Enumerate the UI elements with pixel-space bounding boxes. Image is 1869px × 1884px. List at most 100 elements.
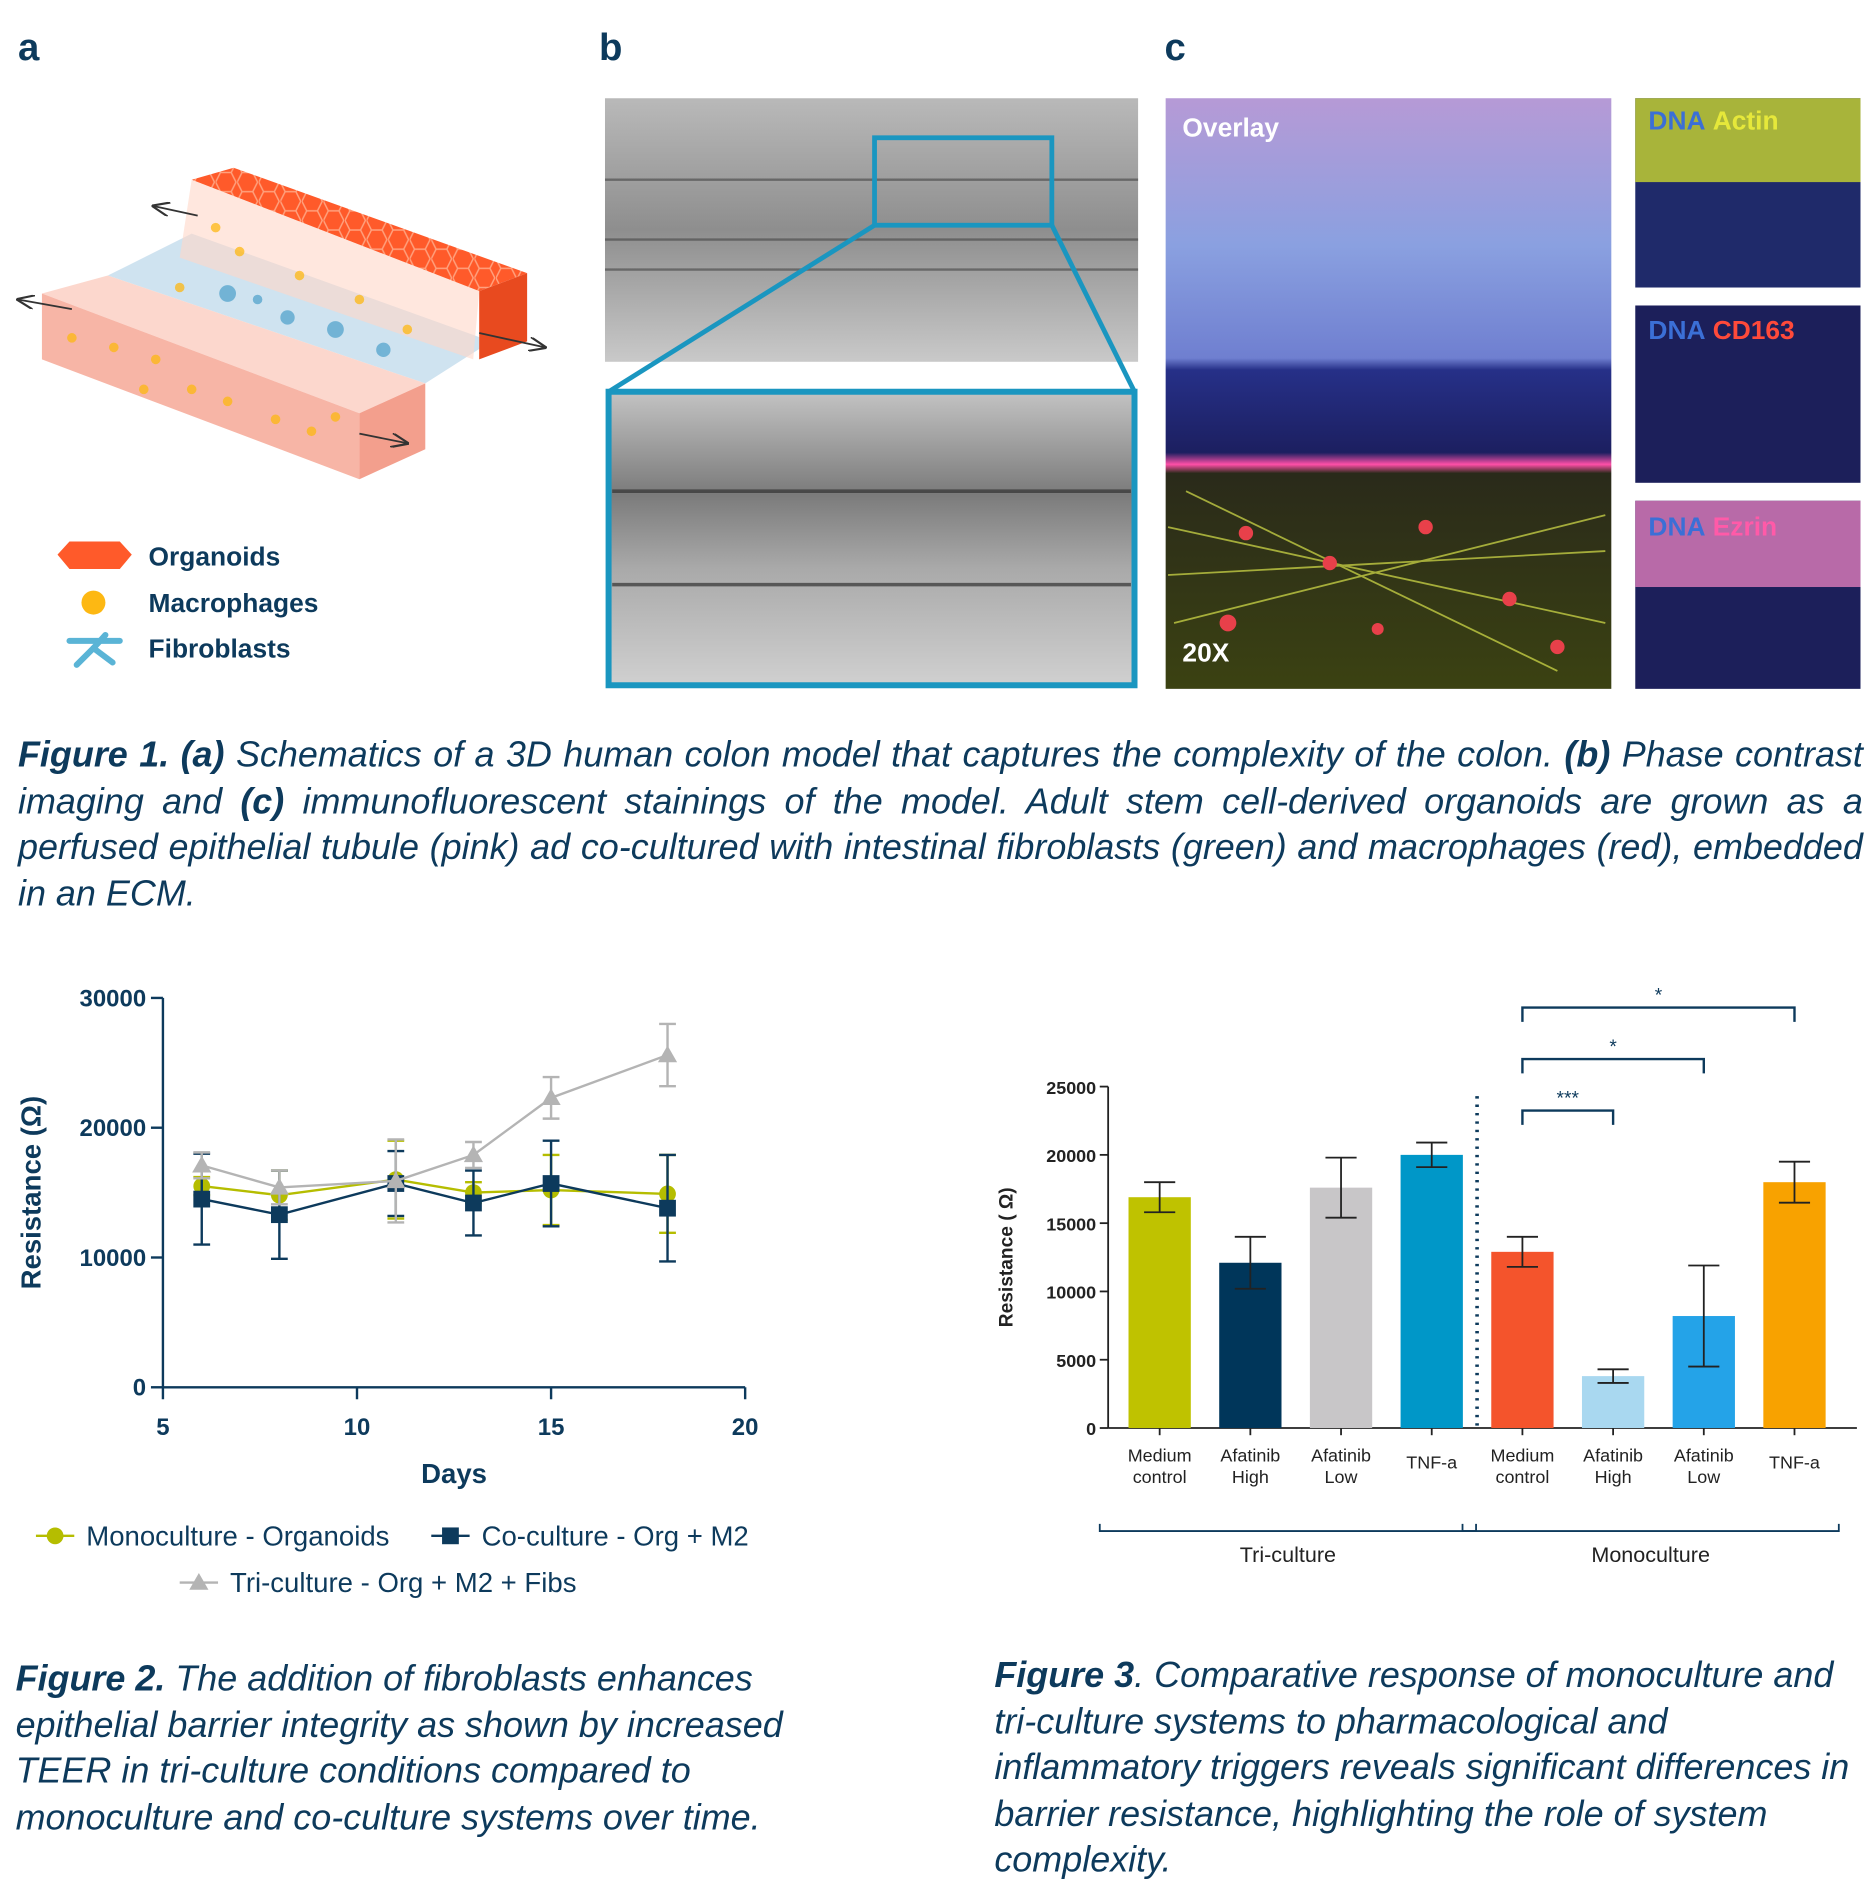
significance-label: *: [1655, 986, 1663, 1007]
legend-marker: [46, 1527, 64, 1545]
bar: [1219, 1262, 1282, 1429]
panel-label: b: [599, 26, 622, 69]
panel-a-schematic: [18, 167, 545, 668]
error-bar: [1597, 1368, 1629, 1384]
caption-label: (b): [1564, 735, 1611, 776]
stain-dna: DNA: [1648, 105, 1705, 135]
x-tick-label-line: Medium: [1128, 1446, 1192, 1466]
y-axis-label: Resistance (Ω): [16, 1096, 47, 1290]
stain-label: DNA CD163: [1648, 315, 1794, 345]
x-tick-label-line: Afatinib: [1311, 1446, 1371, 1466]
x-tick-label-line: TNF-a: [1406, 1453, 1457, 1473]
caption-text: Schematics of a 3D human colon model tha…: [224, 735, 1565, 776]
x-tick-label: Afatinib Low: [1674, 1446, 1734, 1488]
x-tick-label: TNF-a: [1406, 1453, 1457, 1473]
caption-label: Figure 1.: [17, 735, 170, 776]
image-label: Overlay: [1182, 113, 1279, 143]
x-tick-label-line: High: [1595, 1467, 1632, 1487]
caption-label: Figure 3: [994, 1655, 1135, 1696]
x-tick-label: 15: [538, 1414, 565, 1441]
legend-label: Organoids: [149, 541, 281, 571]
data-point: [463, 1145, 484, 1163]
caption-label: (c): [240, 781, 285, 822]
x-axis-label: Days: [421, 1458, 487, 1489]
y-tick-label: 20000: [80, 1115, 147, 1142]
significance-label: ***: [1557, 1089, 1580, 1110]
y-tick-label: 30000: [80, 985, 147, 1012]
y-tick-label: 5000: [1056, 1351, 1096, 1371]
significance-bracket: [1521, 1006, 1796, 1022]
series-line: [201, 1178, 668, 1197]
legend-label: Monoculture - Organoids: [86, 1520, 389, 1551]
stain-dna: DNA: [1648, 315, 1705, 345]
panel-c-images: [1165, 98, 1861, 689]
significance-bracket: [1521, 1109, 1615, 1125]
x-tick-label-line: control: [1495, 1467, 1549, 1487]
error-bar: [1144, 1181, 1176, 1214]
bar: [1309, 1187, 1373, 1429]
legend-label: Tri-culture - Org + M2 + Fibs: [230, 1567, 576, 1598]
caption-text: Phase contrast imaging and: [17, 735, 1863, 822]
group-label: Tri-culture: [1240, 1542, 1336, 1567]
x-tick-label: Afatinib High: [1220, 1446, 1280, 1488]
x-tick-label: Medium control: [1490, 1446, 1554, 1488]
y-tick-label: 10000: [1046, 1283, 1096, 1303]
x-tick-label: Afatinib High: [1583, 1446, 1643, 1488]
stain-marker: CD163: [1713, 315, 1795, 345]
panel-b-images: [604, 98, 1139, 689]
significance-bracket: [1521, 1057, 1705, 1074]
bar: [1763, 1182, 1826, 1429]
significance-label: *: [1609, 1037, 1617, 1058]
legend-marker: [442, 1527, 459, 1545]
legend-marker: [189, 1572, 209, 1590]
data-point: [386, 1171, 406, 1189]
x-tick-label-line: Afatinib: [1583, 1446, 1643, 1466]
y-tick-label: 0: [1086, 1419, 1096, 1439]
data-point: [659, 1199, 676, 1217]
x-tick-label-line: Afatinib: [1220, 1446, 1280, 1466]
error-bar: [1234, 1235, 1266, 1290]
x-tick-label-line: Low: [1687, 1467, 1721, 1487]
error-bar: [1778, 1160, 1811, 1204]
data-point: [270, 1206, 288, 1224]
error-bar: [1325, 1156, 1357, 1219]
x-tick-label-line: control: [1133, 1467, 1187, 1487]
caption-label: Figure 2.: [15, 1659, 166, 1699]
figure3-caption: Figure 3. Comparative response of monocu…: [994, 1653, 1866, 1884]
figure1-caption: Figure 1. (a) Schematics of a 3D human c…: [18, 733, 1863, 917]
x-tick-label-line: Afatinib: [1674, 1446, 1734, 1466]
y-tick-label: 20000: [1046, 1146, 1096, 1166]
bar: [1400, 1154, 1463, 1429]
x-tick-label-line: Low: [1325, 1467, 1359, 1487]
caption-label: (a): [169, 735, 225, 776]
stain-marker: Ezrin: [1713, 512, 1777, 542]
error-bar: [1506, 1235, 1538, 1268]
bar: [1128, 1197, 1191, 1429]
data-point: [269, 1177, 289, 1195]
bar: [1491, 1251, 1554, 1429]
y-tick-label: 10000: [80, 1245, 147, 1272]
legend-label: Co-culture - Org + M2: [482, 1520, 749, 1551]
panel-label: c: [1164, 26, 1185, 69]
x-tick-label: 10: [344, 1414, 371, 1441]
x-tick-label-line: High: [1232, 1467, 1269, 1487]
x-tick-label: Afatinib Low: [1311, 1446, 1371, 1488]
x-tick-label: 5: [156, 1414, 169, 1441]
series-line: [201, 1053, 668, 1189]
stain-dna: DNA: [1648, 512, 1705, 542]
legend-label: Macrophages: [149, 588, 319, 618]
stain-marker: Actin: [1713, 105, 1779, 135]
caption-text: The addition of fibroblasts enhances epi…: [15, 1659, 783, 1838]
x-tick-label-line: TNF-a: [1769, 1453, 1820, 1473]
group-bracket: [1461, 1523, 1840, 1532]
bar: [1581, 1376, 1645, 1429]
data-point: [193, 1190, 211, 1208]
image-label: 20X: [1182, 637, 1229, 667]
x-tick-label: Medium control: [1128, 1446, 1192, 1488]
y-tick-label: 0: [133, 1375, 146, 1402]
error-bar: [1688, 1264, 1720, 1368]
x-tick-label: TNF-a: [1769, 1453, 1820, 1473]
y-axis-label: Resistance ( Ω): [996, 1187, 1017, 1327]
